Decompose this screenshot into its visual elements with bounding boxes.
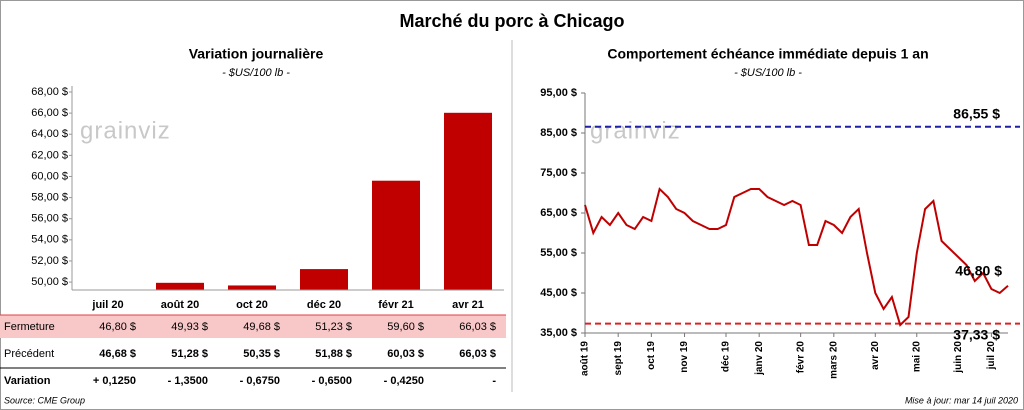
logo: grainviz xyxy=(590,117,681,144)
y-tick-label: 50,00 $ xyxy=(31,276,68,288)
x-tick-label: déc 19 xyxy=(721,341,732,373)
bar xyxy=(156,282,204,290)
table-cell: - xyxy=(492,375,496,387)
x-tick-label: août 19 xyxy=(580,341,591,376)
x-tick-label: sept 19 xyxy=(613,341,624,376)
logo: grainviz xyxy=(80,117,171,144)
highlight-row xyxy=(0,315,506,338)
x-tick-label: oct 20 xyxy=(236,299,268,311)
bar xyxy=(444,112,492,290)
table-cell: 66,03 $ xyxy=(459,348,496,360)
source: Source: CME Group xyxy=(4,395,85,405)
table-cell: 51,23 $ xyxy=(315,321,352,333)
table-cell: - 0,4250 xyxy=(384,375,424,387)
y-tick-label: 95,00 $ xyxy=(540,87,577,99)
x-tick-label: avr 21 xyxy=(452,299,484,311)
y-tick-label: 62,00 $ xyxy=(31,149,68,161)
y-tick-label: 52,00 $ xyxy=(31,255,68,267)
table-cell: 46,68 $ xyxy=(99,348,136,360)
y-tick-label: 60,00 $ xyxy=(31,170,68,182)
row-label: Fermeture xyxy=(4,321,55,333)
y-tick-label: 35,00 $ xyxy=(540,327,577,339)
x-tick-label: avr 20 xyxy=(870,341,881,370)
plot xyxy=(156,112,492,290)
y-tick-label: 54,00 $ xyxy=(31,234,68,246)
x-tick-label: nov 19 xyxy=(679,341,690,373)
y-tick-label: 45,00 $ xyxy=(540,287,577,299)
chart-subtitle: - $US/100 lb - xyxy=(222,67,290,79)
y-tick-label: 68,00 $ xyxy=(31,86,68,98)
table-cell: 50,35 $ xyxy=(243,348,280,360)
y-tick-label: 85,00 $ xyxy=(540,127,577,139)
row-label: Variation xyxy=(4,375,51,387)
table-cell: - 1,3500 xyxy=(168,375,208,387)
y-tick-label: 75,00 $ xyxy=(540,167,577,179)
table-cell: - 0,6500 xyxy=(312,375,352,387)
x-tick-label: juil 20 xyxy=(91,299,123,311)
table-cell: 60,03 $ xyxy=(387,348,424,360)
bar xyxy=(372,180,420,290)
x-tick-label: août 20 xyxy=(161,299,200,311)
x-tick-label: janv 20 xyxy=(754,341,765,376)
table-cell: 51,88 $ xyxy=(315,348,352,360)
y-tick-label: 65,00 $ xyxy=(540,207,577,219)
table-cell: 51,28 $ xyxy=(171,348,208,360)
chart-subtitle: - $US/100 lb - xyxy=(734,67,802,79)
x-tick-label: mars 20 xyxy=(828,341,839,379)
reference-label: 37,33 $ xyxy=(953,326,1000,342)
table-cell: - 0,6750 xyxy=(240,375,280,387)
chart-title: Comportement échéance immédiate depuis 1… xyxy=(607,46,928,62)
y-tick-label: 66,00 $ xyxy=(31,107,68,119)
x-tick-label: oct 19 xyxy=(646,341,657,370)
y-tick-label: 64,00 $ xyxy=(31,128,68,140)
x-tick-label: févr 21 xyxy=(378,299,413,311)
end-label: 46,80 $ xyxy=(955,263,1002,279)
table-cell: 59,60 $ xyxy=(387,321,424,333)
table-cell: 49,93 $ xyxy=(171,321,208,333)
row-label: Précédent xyxy=(4,348,54,360)
bar xyxy=(228,285,276,290)
table-cell: 46,80 $ xyxy=(99,321,136,333)
y-tick-label: 56,00 $ xyxy=(31,213,68,225)
x-tick-label: déc 20 xyxy=(307,299,341,311)
table-cell: 49,68 $ xyxy=(243,321,280,333)
x-tick-label: mai 20 xyxy=(911,341,922,373)
page-title: Marché du porc à Chicago xyxy=(399,11,624,31)
chart-title: Variation journalière xyxy=(189,46,324,62)
x-tick-label: févr 20 xyxy=(795,341,806,374)
y-tick-label: 55,00 $ xyxy=(540,247,577,259)
updated: Mise à jour: mar 14 juil 2020 xyxy=(905,395,1018,405)
reference-label: 86,55 $ xyxy=(953,106,1000,122)
x-tick-label: juil 20 xyxy=(986,341,997,371)
bar xyxy=(300,269,348,290)
table-cell: + 0,1250 xyxy=(93,375,136,387)
y-tick-label: 58,00 $ xyxy=(31,192,68,204)
table-cell: 66,03 $ xyxy=(459,321,496,333)
x-tick-label: juin 20 xyxy=(953,341,964,374)
line xyxy=(584,187,1009,327)
